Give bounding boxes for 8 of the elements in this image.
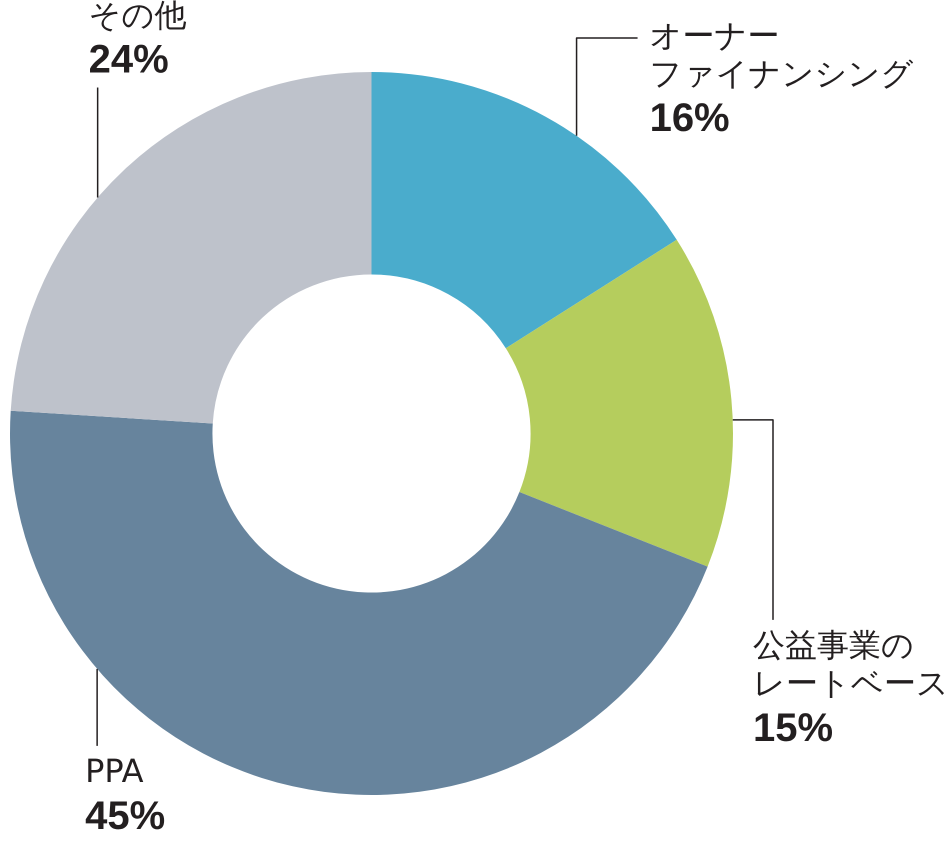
data-label: 24%: [88, 38, 169, 82]
slice-label: その他: [88, 0, 187, 34]
data-label: 16%: [650, 96, 730, 140]
slice-label: PPA: [85, 752, 144, 790]
data-label: 15%: [753, 706, 834, 750]
slice-label: オーナーファイナンシング: [650, 16, 914, 92]
data-label: 45%: [85, 794, 166, 838]
slice-label: 公益事業のレートベース: [753, 626, 949, 702]
